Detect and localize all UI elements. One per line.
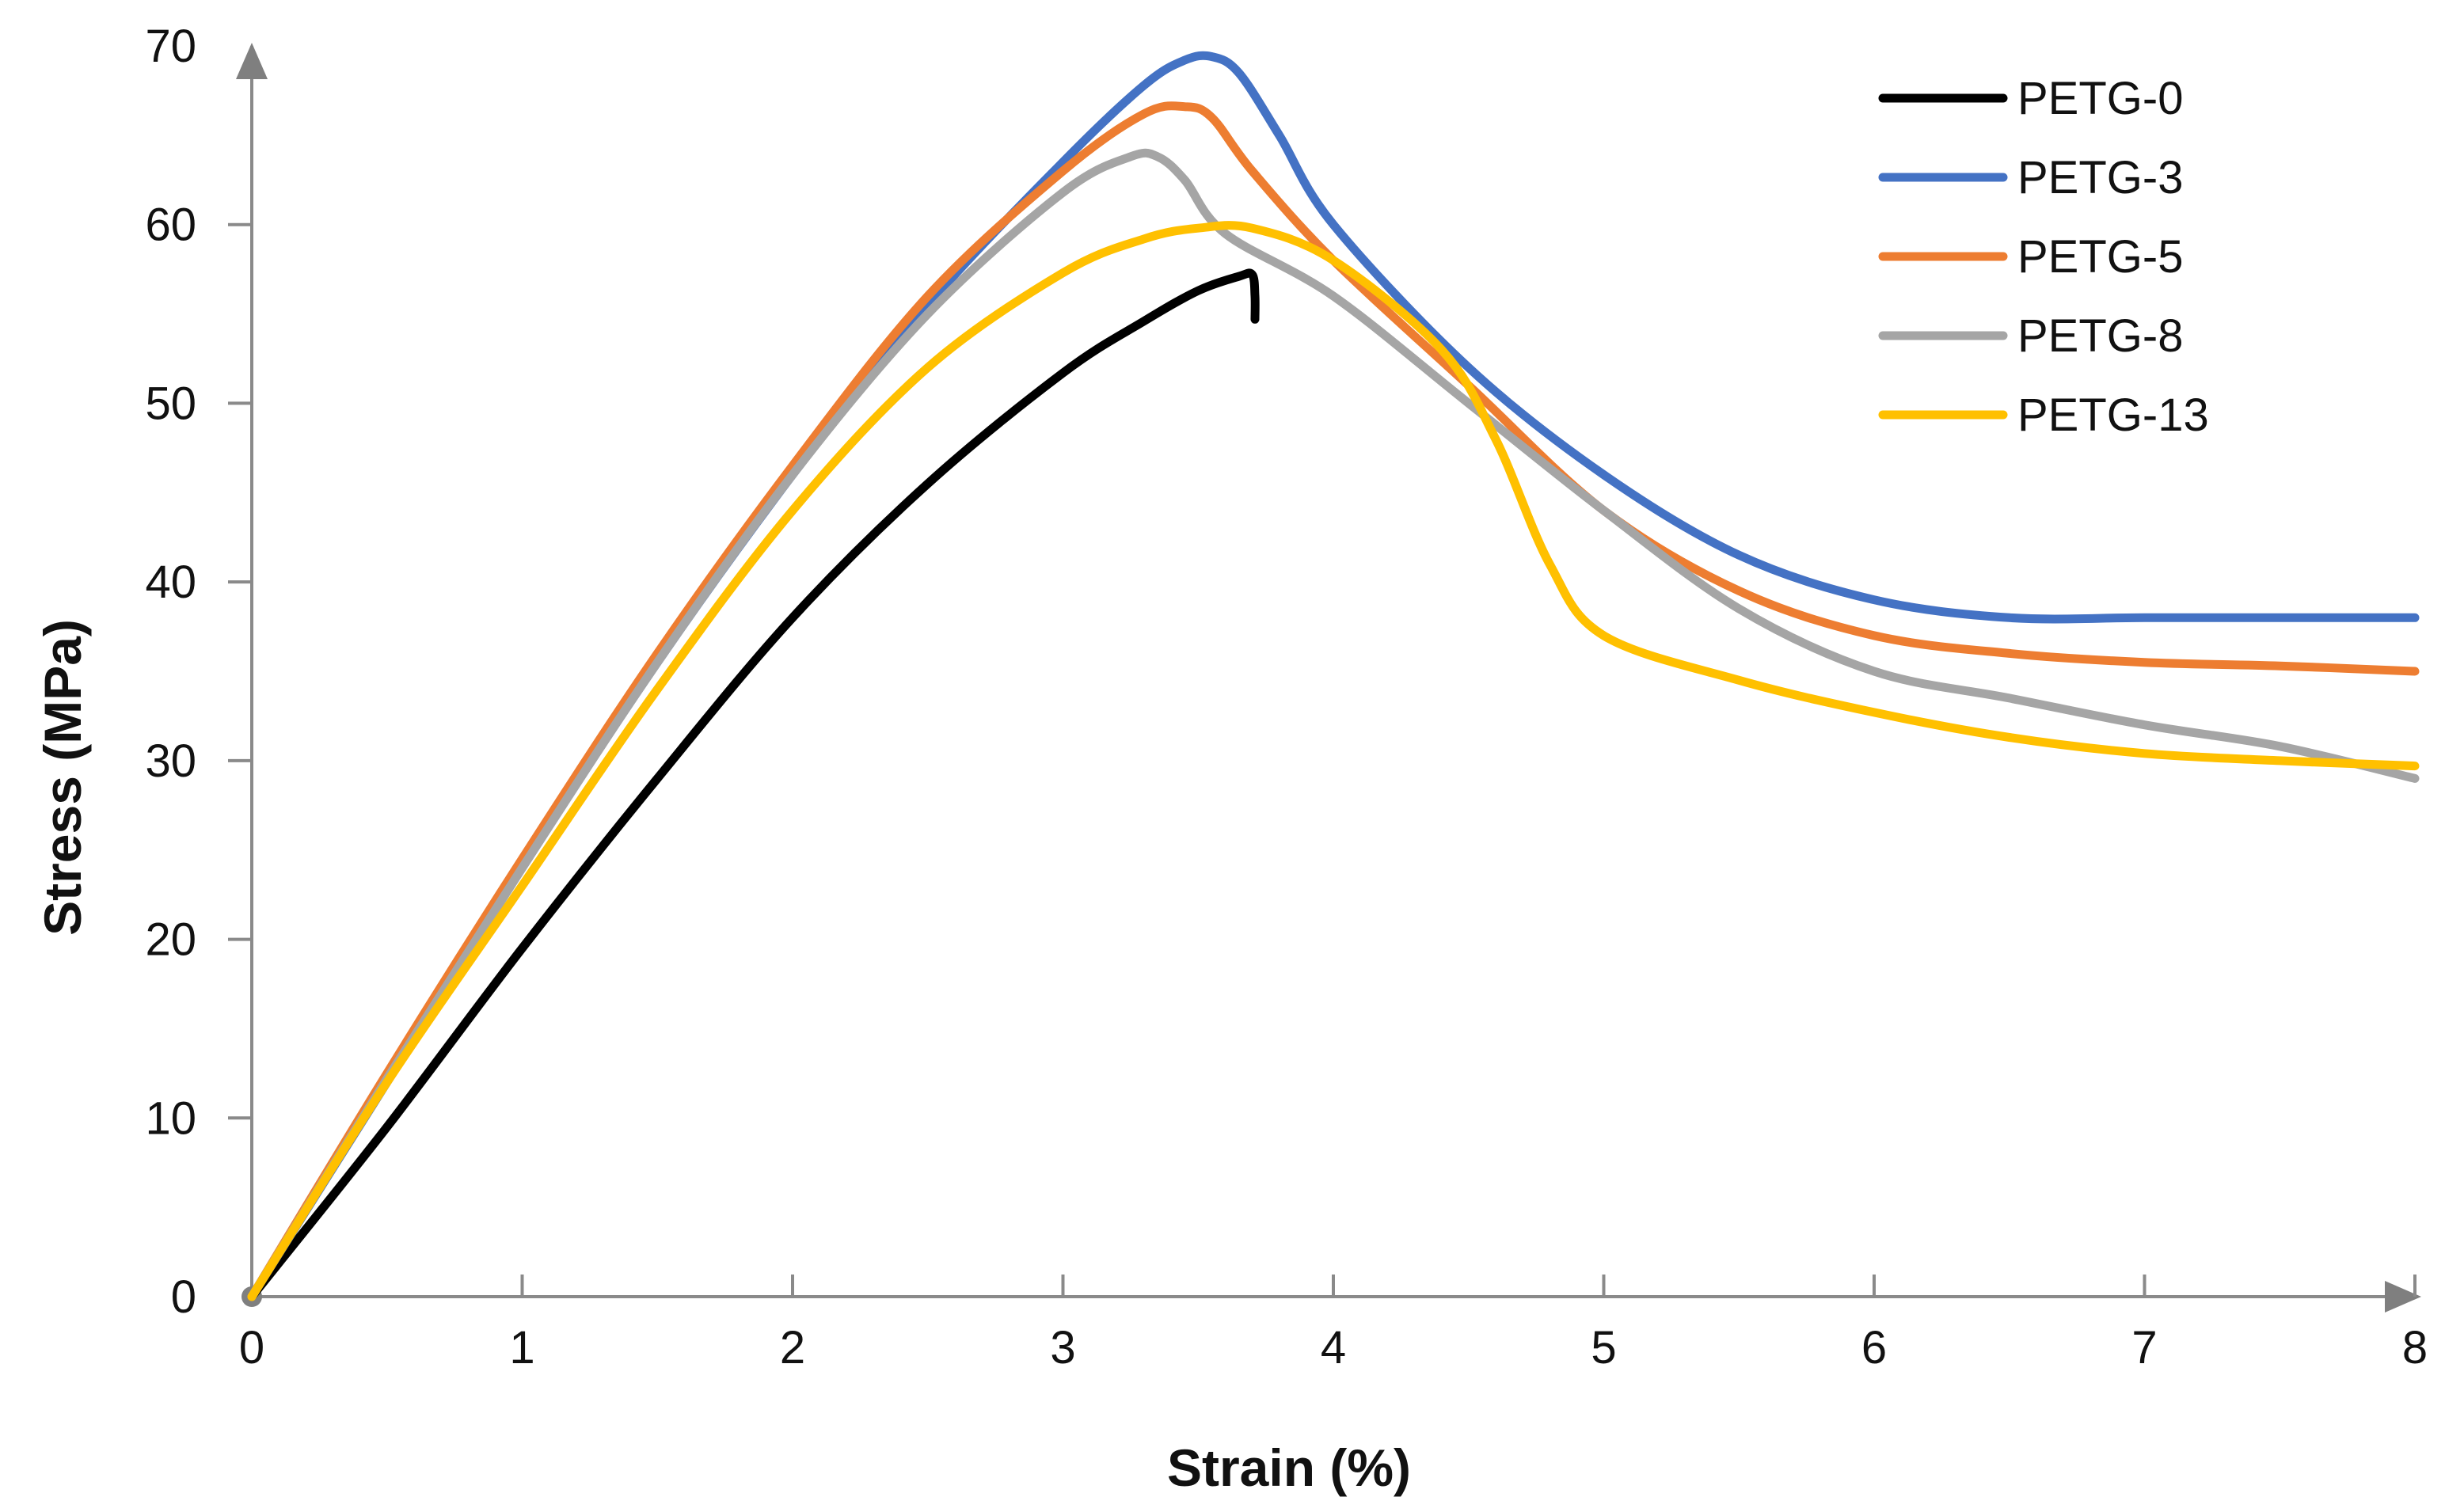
y-tick-label: 10 (145, 1092, 196, 1144)
y-ticks: 0 10 20 30 40 50 60 70 (145, 21, 252, 1323)
x-axis-title: Strain (%) (1167, 1438, 1411, 1497)
y-tick-label: 40 (145, 557, 196, 608)
legend-label: PETG-3 (2017, 152, 2184, 203)
axes: 0 1 2 3 4 5 6 7 8 0 10 20 30 40 50 60 70 (145, 21, 2428, 1373)
series-line-petg-8 (247, 148, 2420, 1301)
x-ticks: 0 1 2 3 4 5 6 7 8 (239, 1275, 2428, 1373)
series-line-petg-0 (247, 268, 1260, 1301)
legend-label: PETG-5 (2017, 231, 2184, 283)
y-axis-title: Stress (MPa) (33, 619, 92, 936)
legend-label: PETG-8 (2017, 310, 2184, 362)
y-tick-label: 0 (171, 1271, 196, 1323)
series-group (247, 51, 2420, 1301)
y-tick-label: 50 (145, 378, 196, 429)
x-tick-label: 6 (1861, 1322, 1887, 1373)
y-tick-label: 30 (145, 735, 196, 787)
x-tick-label: 0 (239, 1322, 264, 1373)
y-tick-label: 70 (145, 21, 196, 72)
legend: PETG-0 PETG-3 PETG-5 PETG-8 PETG-13 (1878, 73, 2209, 441)
series-line-petg-5 (247, 101, 2420, 1301)
y-tick-label: 20 (145, 914, 196, 966)
legend-label: PETG-13 (2017, 389, 2209, 441)
x-axis-arrow-icon (2385, 1281, 2421, 1313)
x-tick-label: 5 (1591, 1322, 1616, 1373)
x-tick-label: 2 (780, 1322, 805, 1373)
x-tick-label: 3 (1050, 1322, 1075, 1373)
x-tick-label: 1 (509, 1322, 534, 1373)
y-tick-label: 60 (145, 199, 196, 251)
legend-label: PETG-0 (2017, 73, 2184, 124)
x-tick-label: 4 (1321, 1322, 1346, 1373)
x-tick-label: 7 (2131, 1322, 2157, 1373)
series-line-petg-13 (247, 221, 2420, 1301)
x-tick-label: 8 (2402, 1322, 2428, 1373)
y-axis-arrow-icon (236, 43, 268, 79)
